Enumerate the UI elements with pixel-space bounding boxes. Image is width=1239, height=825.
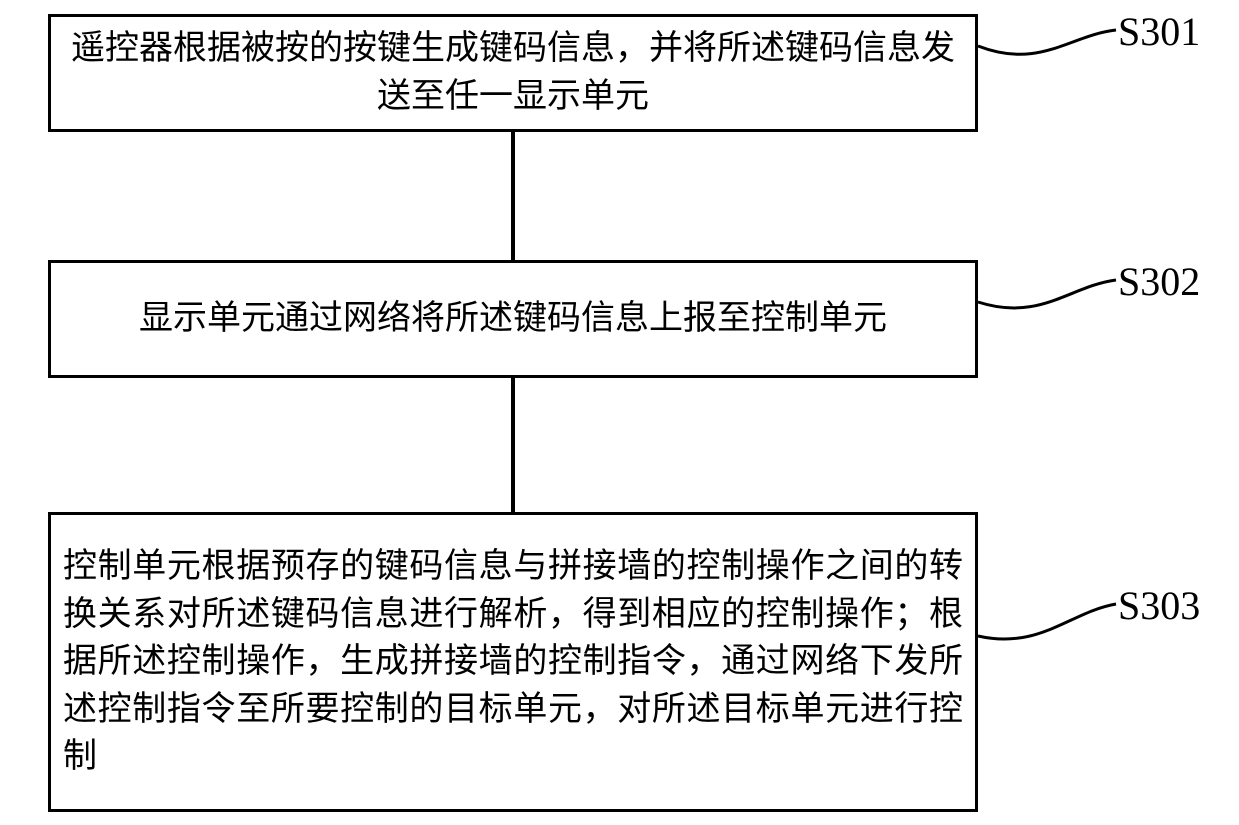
connector-s301-s302 [511,132,515,260]
curve-s303 [978,604,1116,639]
flow-step-s303-text: 控制单元根据预存的键码信息与拼接墙的控制操作之间的转换关系对所述键码信息进行解析… [51,539,975,785]
flow-step-s302-text: 显示单元通过网络将所述键码信息上报至控制单元 [127,291,899,347]
label-s301: S301 [1118,8,1200,55]
connector-s302-s303 [511,378,515,512]
curve-s302 [978,280,1116,308]
flow-step-s301-text: 遥控器根据被按的按键生成键码信息，并将所述键码信息发送至任一显示单元 [51,21,975,124]
label-s303: S303 [1118,582,1200,629]
flowchart-canvas: 遥控器根据被按的按键生成键码信息，并将所述键码信息发送至任一显示单元 显示单元通… [0,0,1239,825]
label-s302: S302 [1118,258,1200,305]
curve-s301 [978,30,1116,54]
flow-step-s302: 显示单元通过网络将所述键码信息上报至控制单元 [48,260,978,378]
flow-step-s303: 控制单元根据预存的键码信息与拼接墙的控制操作之间的转换关系对所述键码信息进行解析… [48,512,978,812]
flow-step-s301: 遥控器根据被按的按键生成键码信息，并将所述键码信息发送至任一显示单元 [48,14,978,132]
